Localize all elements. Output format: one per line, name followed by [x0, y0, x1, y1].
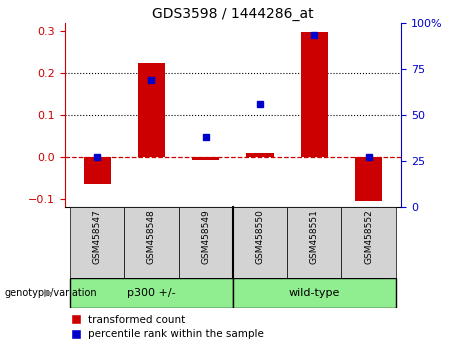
Text: ▶: ▶: [44, 288, 52, 298]
Bar: [178, 207, 233, 278]
Text: GSM458548: GSM458548: [147, 209, 156, 264]
Bar: [83, 157, 111, 184]
Bar: [70, 278, 233, 308]
Bar: [124, 207, 178, 278]
Text: GSM458550: GSM458550: [255, 209, 265, 264]
Bar: [70, 207, 124, 278]
Legend: transformed count, percentile rank within the sample: transformed count, percentile rank withi…: [70, 313, 266, 342]
Bar: [233, 278, 396, 308]
Bar: [341, 207, 396, 278]
Text: genotype/variation: genotype/variation: [5, 288, 97, 298]
Bar: [287, 207, 341, 278]
Bar: [301, 32, 328, 157]
Bar: [138, 63, 165, 157]
Text: GSM458547: GSM458547: [93, 209, 101, 264]
Text: GSM458551: GSM458551: [310, 209, 319, 264]
Text: GSM458552: GSM458552: [364, 209, 373, 264]
Text: p300 +/-: p300 +/-: [127, 288, 176, 298]
Bar: [246, 153, 273, 157]
Text: wild-type: wild-type: [289, 288, 340, 298]
Bar: [355, 157, 382, 201]
Bar: [192, 157, 219, 160]
Bar: [233, 207, 287, 278]
Title: GDS3598 / 1444286_at: GDS3598 / 1444286_at: [152, 7, 313, 21]
Text: GSM458549: GSM458549: [201, 209, 210, 264]
